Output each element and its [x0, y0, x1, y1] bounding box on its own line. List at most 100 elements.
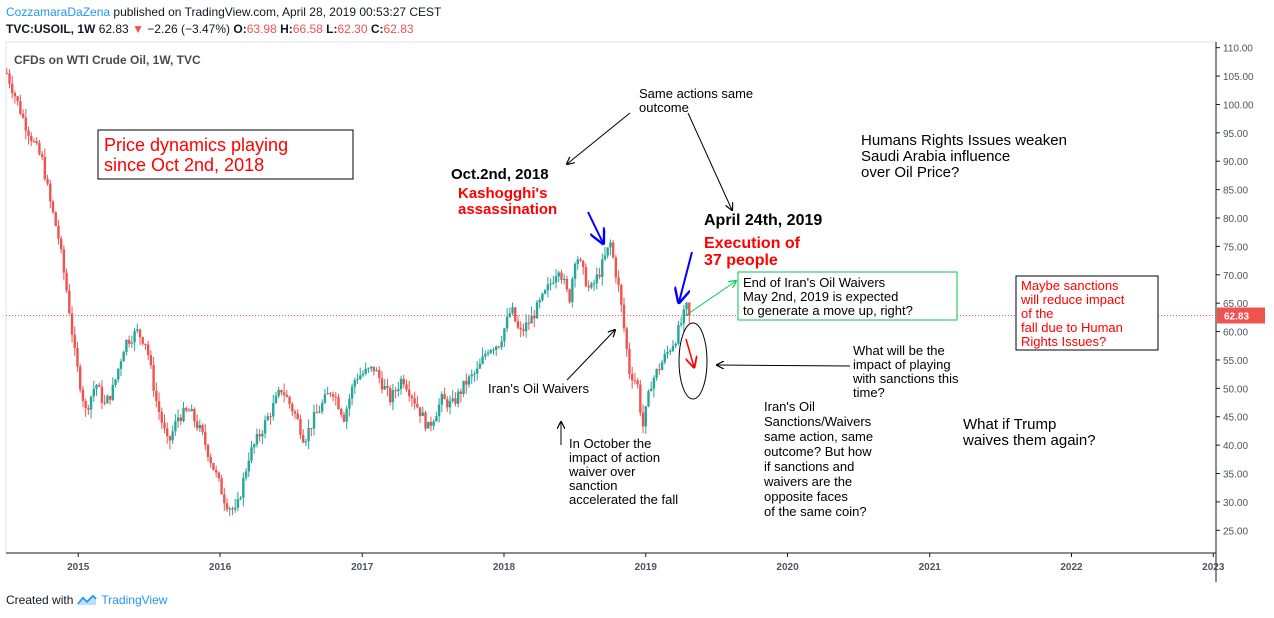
candle-body	[416, 403, 419, 408]
tradingview-brand[interactable]: TradingView	[101, 593, 168, 607]
candle-body	[342, 414, 346, 422]
candle-body	[111, 384, 115, 400]
candle-body	[193, 408, 196, 422]
candle-body	[625, 328, 628, 350]
candle-body	[89, 396, 93, 410]
candle-body	[168, 436, 172, 441]
candle-body	[201, 425, 204, 432]
arrow-what-will-be	[717, 365, 851, 366]
x-tick-label: 2021	[919, 562, 942, 573]
candle-body	[660, 362, 664, 370]
candle-body	[233, 507, 237, 510]
candle-body	[223, 494, 226, 504]
candle-body	[57, 225, 60, 239]
candle-body	[92, 388, 95, 397]
candle-body	[35, 141, 38, 144]
candle-body	[579, 259, 582, 261]
candle-body	[424, 412, 427, 429]
candle-body	[435, 416, 438, 422]
tradingview-logo-icon[interactable]	[77, 594, 98, 606]
candle-body	[421, 412, 424, 417]
candle-body	[388, 387, 392, 403]
candle-body	[13, 93, 17, 97]
price-dynamics-note: Price dynamics playing since Oct 2nd, 201…	[104, 135, 288, 175]
candle-body	[470, 374, 473, 377]
candle-body	[187, 410, 191, 412]
candle-body	[138, 329, 142, 338]
candle-body	[32, 141, 36, 143]
candle-body	[81, 389, 85, 401]
candle-body	[427, 421, 430, 429]
y-tick-label: 60.00	[1223, 328, 1248, 339]
candle-body	[225, 503, 229, 510]
candle-body	[535, 302, 539, 319]
y-tick-label: 85.00	[1223, 186, 1248, 197]
author-link[interactable]: CozzamaraDaZena	[6, 5, 111, 19]
candle-body	[467, 376, 471, 385]
candle-body	[671, 345, 675, 351]
candle-body	[274, 395, 278, 404]
y-tick-label: 65.00	[1223, 299, 1248, 310]
candle-body	[179, 417, 182, 422]
candle-body	[391, 390, 395, 403]
maybe-sanctions-note: Maybe sanctions will reduce impact of the f…	[1020, 278, 1125, 349]
candle-body	[459, 391, 463, 394]
candle-body	[437, 404, 441, 417]
candle-body	[386, 386, 389, 388]
candle-body	[669, 350, 672, 352]
candle-body	[19, 100, 22, 114]
candle-body	[247, 460, 250, 472]
candle-body	[611, 242, 615, 258]
candle-body	[98, 385, 101, 387]
candle-body	[78, 366, 82, 390]
candle-body	[310, 428, 313, 430]
symbol-label[interactable]: TVC:USOIL, 1W	[6, 22, 96, 36]
candle-body	[677, 324, 680, 344]
candle-body	[166, 428, 169, 437]
candle-body	[543, 290, 547, 294]
candle-body	[614, 257, 618, 278]
candle-body	[440, 394, 444, 405]
candle-body	[399, 378, 403, 390]
candle-body	[204, 431, 207, 446]
candle-body	[353, 380, 357, 387]
candle-body	[291, 404, 294, 412]
candle-body	[315, 412, 318, 414]
candle-body	[220, 478, 223, 495]
candle-body	[484, 354, 487, 357]
candle-body	[185, 407, 188, 411]
published-info: published on TradingView.com, April 28, …	[113, 5, 442, 19]
candle-body	[527, 322, 531, 324]
candle-body	[633, 380, 637, 382]
candle-body	[307, 428, 310, 442]
candle-body	[519, 327, 522, 330]
candle-body	[68, 290, 71, 314]
candle-body	[329, 393, 332, 395]
candle-body	[582, 260, 585, 268]
candle-body	[16, 96, 19, 101]
open-label: O:	[233, 22, 247, 36]
candle-body	[304, 441, 308, 443]
candle-body	[511, 307, 514, 314]
candle-body	[174, 421, 177, 432]
candle-body	[408, 389, 411, 397]
oct-date-note: Oct.2nd, 2018	[451, 166, 549, 183]
candle-body	[345, 408, 348, 422]
change-down-icon: ▼	[132, 22, 144, 36]
candle-body	[198, 425, 202, 429]
candle-body	[65, 272, 68, 291]
candle-body	[127, 339, 131, 344]
close-value: 62.83	[383, 22, 414, 36]
candle-body	[242, 477, 245, 498]
candle-body	[402, 378, 405, 385]
candle-body	[549, 283, 552, 285]
candle-body	[397, 389, 400, 392]
candle-body	[361, 373, 365, 376]
maybe-sanctions-box	[1015, 275, 1159, 351]
candle-body	[149, 355, 153, 366]
candle-body	[11, 83, 14, 94]
candle-body	[446, 399, 449, 408]
candle-body	[40, 154, 44, 158]
candle-body	[630, 373, 634, 381]
